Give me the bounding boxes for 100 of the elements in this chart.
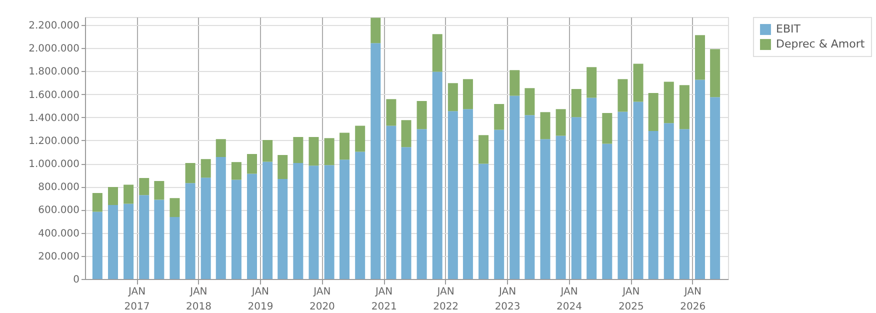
x-tick-label: JAN 2026 <box>680 286 706 312</box>
bar <box>278 155 288 180</box>
bar <box>695 35 705 80</box>
bar <box>478 135 489 164</box>
x-tick-label: JAN 2017 <box>124 286 150 312</box>
bar <box>370 43 381 279</box>
legend-label: Deprec & Amort <box>776 38 866 50</box>
bar <box>124 204 134 279</box>
bar <box>462 109 473 279</box>
x-tick-label: JAN 2025 <box>618 286 644 312</box>
x-tick-label: JAN 2024 <box>556 286 582 312</box>
y-tick-label: 600.000 <box>38 205 80 216</box>
bar <box>710 49 720 98</box>
bar <box>679 129 690 279</box>
bar <box>510 96 520 279</box>
bar <box>92 193 102 212</box>
bar <box>231 162 242 180</box>
bar <box>231 180 242 279</box>
y-tick-label: 1.200.000 <box>28 136 80 147</box>
y-tick-label: 400.000 <box>38 228 80 240</box>
y-tick-label: 1.400.000 <box>28 112 80 124</box>
bar <box>216 139 226 158</box>
x-tick-label: JAN 2021 <box>371 286 397 312</box>
bar <box>293 137 304 164</box>
bar <box>618 79 628 112</box>
bar <box>108 187 118 206</box>
bar <box>648 93 658 132</box>
bar <box>355 126 366 152</box>
bar <box>324 138 334 166</box>
y-tick-label: 1.800.000 <box>28 66 80 78</box>
x-tick-label: JAN 2020 <box>309 286 335 312</box>
bar <box>494 104 504 130</box>
bar <box>556 136 566 279</box>
bar <box>478 164 489 279</box>
bar <box>664 123 674 279</box>
bar <box>124 184 134 204</box>
bar <box>386 126 396 279</box>
bar <box>618 112 628 279</box>
y-tick-label: 2.000.000 <box>28 44 80 55</box>
bar <box>355 152 366 279</box>
x-tick-label: JAN 2023 <box>494 286 520 312</box>
bar <box>308 166 319 279</box>
bar <box>340 160 350 279</box>
y-tick-label: 0 <box>73 274 80 286</box>
bar <box>586 67 597 98</box>
x-tick-label: JAN 2019 <box>248 286 274 312</box>
bar <box>340 132 350 160</box>
bar <box>370 18 381 44</box>
y-tick-label: 200.000 <box>38 251 80 262</box>
x-tick-label: JAN 2022 <box>433 286 459 312</box>
bar <box>494 130 504 279</box>
bar <box>247 174 258 279</box>
bar <box>571 89 582 118</box>
bar <box>510 70 520 96</box>
bar <box>262 162 273 279</box>
bar <box>540 139 550 279</box>
bar <box>448 83 458 112</box>
bar <box>556 109 566 136</box>
bar <box>185 183 196 279</box>
y-tick-label: 800.000 <box>38 182 80 194</box>
bar <box>524 88 535 116</box>
bar <box>710 97 720 279</box>
bar <box>540 112 550 140</box>
bar <box>633 102 644 279</box>
bar <box>262 140 273 162</box>
bar <box>92 212 102 279</box>
bar <box>278 179 288 279</box>
bar <box>416 101 427 130</box>
bar <box>247 154 258 174</box>
bar <box>170 217 180 279</box>
bar <box>308 137 319 166</box>
bar <box>401 120 412 148</box>
bar <box>386 99 396 126</box>
bar <box>200 159 211 178</box>
x-tick-label: JAN 2018 <box>186 286 212 312</box>
y-tick-label: 2.200.000 <box>28 20 80 32</box>
y-tick-label: 1.000.000 <box>28 159 80 170</box>
bar <box>432 34 442 72</box>
bar <box>648 131 658 279</box>
bar <box>695 80 705 279</box>
bar <box>571 117 582 279</box>
bar <box>139 195 150 279</box>
bar <box>154 181 164 200</box>
bar <box>170 198 180 218</box>
legend-label: EBIT <box>776 22 801 36</box>
bar <box>324 165 334 279</box>
bar <box>200 178 211 279</box>
bar <box>293 163 304 279</box>
bar <box>633 64 644 102</box>
bar <box>524 115 535 279</box>
bar <box>139 178 150 196</box>
bar <box>586 98 597 279</box>
bar <box>401 147 412 279</box>
bar <box>664 82 674 124</box>
bar <box>679 85 690 130</box>
bar <box>216 157 226 279</box>
bar <box>154 200 164 279</box>
bar <box>108 205 118 279</box>
bar <box>185 163 196 184</box>
bar <box>462 79 473 110</box>
